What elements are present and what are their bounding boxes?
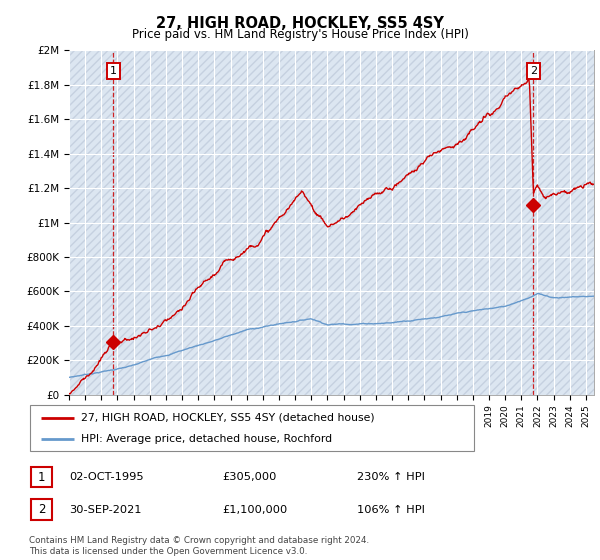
Text: HPI: Average price, detached house, Rochford: HPI: Average price, detached house, Roch… — [81, 435, 332, 444]
Text: £305,000: £305,000 — [222, 472, 277, 482]
Text: 02-OCT-1995: 02-OCT-1995 — [69, 472, 143, 482]
Text: 27, HIGH ROAD, HOCKLEY, SS5 4SY (detached house): 27, HIGH ROAD, HOCKLEY, SS5 4SY (detache… — [81, 413, 374, 423]
Text: 106% ↑ HPI: 106% ↑ HPI — [357, 505, 425, 515]
FancyBboxPatch shape — [31, 500, 52, 520]
Text: £1,100,000: £1,100,000 — [222, 505, 287, 515]
FancyBboxPatch shape — [31, 467, 52, 487]
Text: 230% ↑ HPI: 230% ↑ HPI — [357, 472, 425, 482]
Text: Contains HM Land Registry data © Crown copyright and database right 2024.
This d: Contains HM Land Registry data © Crown c… — [29, 536, 369, 556]
Text: 30-SEP-2021: 30-SEP-2021 — [69, 505, 142, 515]
Text: 1: 1 — [38, 470, 45, 484]
Text: 1: 1 — [110, 66, 117, 76]
Text: Price paid vs. HM Land Registry's House Price Index (HPI): Price paid vs. HM Land Registry's House … — [131, 28, 469, 41]
Text: 2: 2 — [530, 66, 537, 76]
Text: 27, HIGH ROAD, HOCKLEY, SS5 4SY: 27, HIGH ROAD, HOCKLEY, SS5 4SY — [156, 16, 444, 31]
FancyBboxPatch shape — [30, 405, 474, 451]
Text: 2: 2 — [38, 503, 45, 516]
